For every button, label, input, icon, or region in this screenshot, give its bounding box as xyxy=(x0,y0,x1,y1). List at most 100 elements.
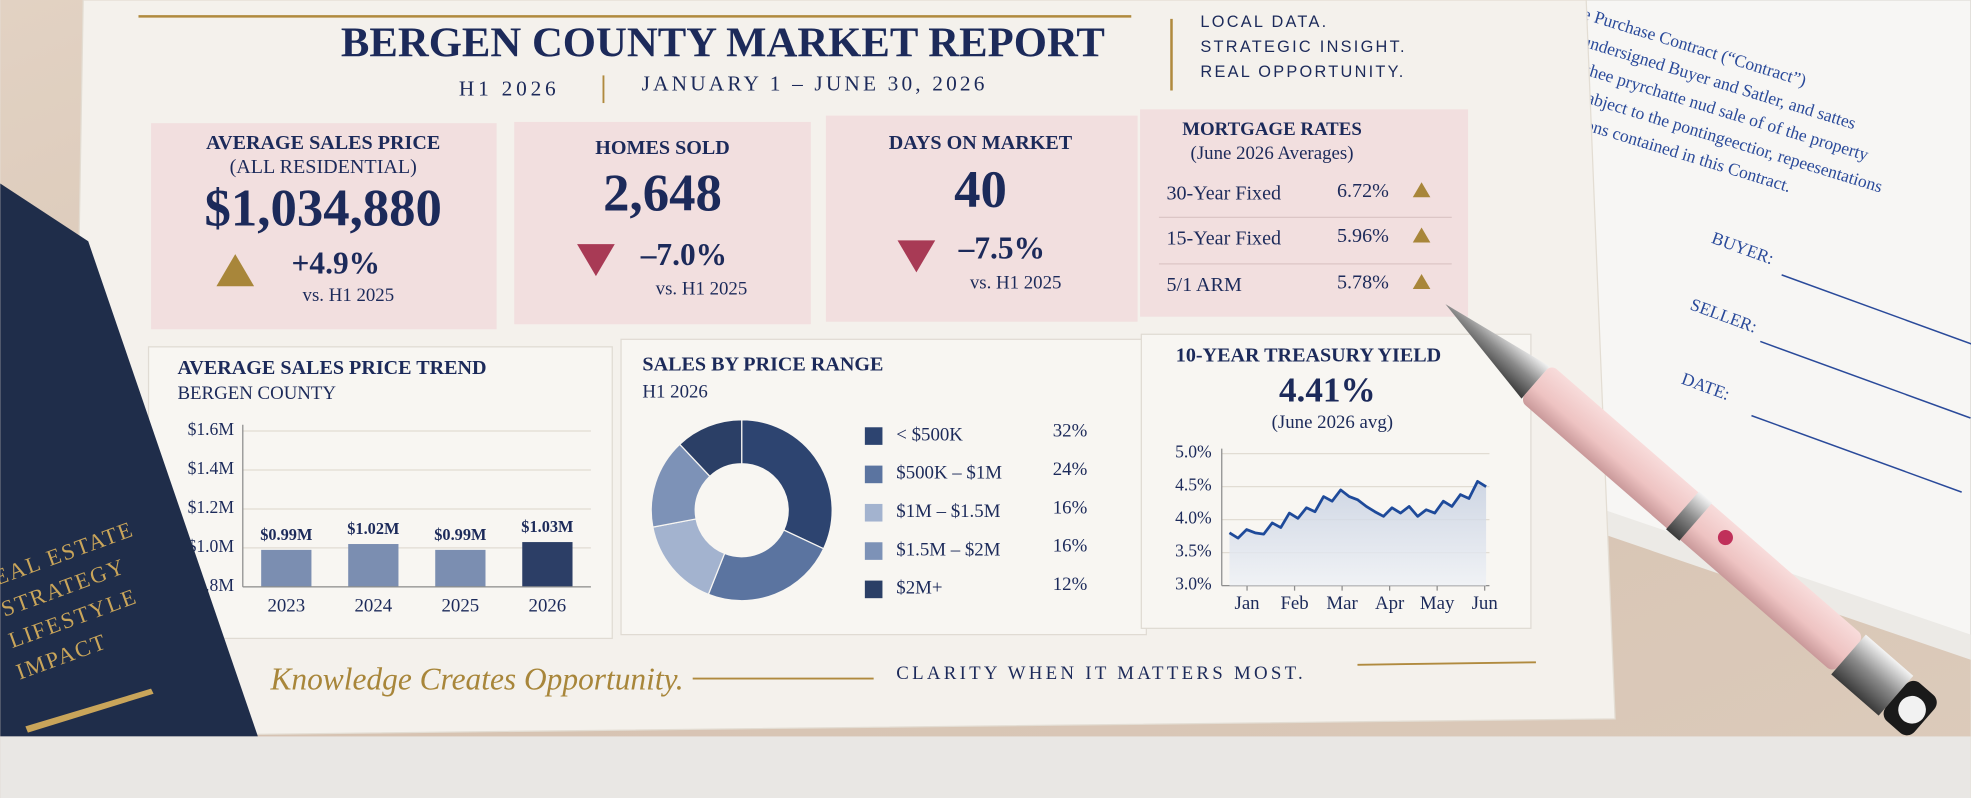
pie-slice xyxy=(741,419,833,550)
kpi-label: AVERAGE SALES PRICE xyxy=(206,132,440,154)
tagline: STRATEGIC INSIGHT. xyxy=(1200,38,1406,56)
x-tick-label: Apr xyxy=(1375,593,1405,614)
legend-value: 16% xyxy=(1053,536,1088,557)
y-tick-label: $1.2M xyxy=(188,497,235,517)
y-tick-label: $1.6M xyxy=(188,419,235,439)
rate-label: 30-Year Fixed xyxy=(1166,182,1281,204)
kpi-value: 2,648 xyxy=(603,165,722,223)
folder-rule xyxy=(25,688,154,733)
rates-card xyxy=(1140,109,1469,317)
chart-subtitle: H1 2026 xyxy=(642,382,707,403)
report-period: H1 2026 xyxy=(459,76,560,100)
pie-slice xyxy=(678,419,743,478)
y-tick-label: 5.0% xyxy=(1175,442,1212,462)
kpi-change: –7.5% xyxy=(958,231,1045,266)
kpi-value: $1,034,880 xyxy=(204,180,441,238)
rates-title: MORTGAGE RATES xyxy=(1182,119,1362,140)
kpi-comparison: vs. H1 2025 xyxy=(303,285,395,306)
legend-swatch xyxy=(864,427,883,445)
x-tick-label: 2023 xyxy=(267,595,305,616)
legend-value: 12% xyxy=(1053,574,1088,595)
rate-value: 6.72% xyxy=(1337,180,1389,202)
rate-value: 5.96% xyxy=(1337,225,1389,247)
y-tick-label: 3.0% xyxy=(1175,574,1212,594)
trend-arrow xyxy=(897,240,936,273)
report-content: BERGEN COUNTY MARKET REPORT H1 2026 JANUAR… xyxy=(177,13,1498,697)
y-tick-label: $1.4M xyxy=(188,458,235,478)
pen-band xyxy=(1666,491,1713,541)
kpi-card xyxy=(825,115,1138,322)
y-tick-label: 4.0% xyxy=(1175,508,1212,528)
trend-arrow xyxy=(1412,227,1431,243)
chart-panel xyxy=(147,346,613,640)
trend-arrow xyxy=(216,254,255,287)
pen-gem xyxy=(1717,529,1733,546)
y-tick-label: $1.0M xyxy=(188,536,235,556)
rates-subtitle: (June 2026 Averages) xyxy=(1191,143,1354,164)
x-tick-label: Jan xyxy=(1234,593,1260,614)
bar xyxy=(348,544,399,587)
footer-motto: Knowledge Creates Opportunity. xyxy=(269,662,683,697)
data-label: $1.03M xyxy=(521,517,573,536)
report-dates: JANUARY 1 – JUNE 30, 2026 xyxy=(642,71,988,95)
kpi-value: 40 xyxy=(954,161,1007,219)
y-tick-label: 4.5% xyxy=(1175,475,1212,495)
x-tick-label: Jun xyxy=(1472,593,1499,614)
bottom-strip xyxy=(0,736,1971,798)
pie-slice xyxy=(707,529,825,602)
trend-arrow xyxy=(1412,182,1431,198)
x-tick-label: 2024 xyxy=(354,595,392,616)
pen-tip xyxy=(1445,304,1550,399)
legend-label: $1.5M – $2M xyxy=(896,539,1000,560)
chart-title: 10-YEAR TREASURY YIELD xyxy=(1176,345,1441,367)
rate-value: 5.78% xyxy=(1337,272,1389,294)
pen xyxy=(1445,304,1937,736)
bar xyxy=(435,549,486,587)
bar xyxy=(261,549,312,587)
line-area xyxy=(1229,481,1487,586)
x-tick-label: Feb xyxy=(1280,593,1308,614)
legend-value: 32% xyxy=(1053,421,1088,442)
data-label: $1.02M xyxy=(347,519,399,538)
legend-swatch xyxy=(864,580,883,599)
rate-label: 5/1 ARM xyxy=(1166,274,1242,296)
data-line xyxy=(1228,479,1487,540)
kpi-card xyxy=(151,123,497,330)
legend-label: $1M – $1.5M xyxy=(896,501,1000,522)
bar xyxy=(522,542,573,587)
kpi-change: –7.0% xyxy=(640,237,727,272)
field-line xyxy=(1751,414,1962,493)
pen-cap xyxy=(1831,634,1914,716)
trend-arrow xyxy=(577,244,615,277)
chart-title: AVERAGE SALES PRICE TREND xyxy=(177,357,486,379)
kpi-label: HOMES SOLD xyxy=(595,137,730,159)
x-tick-label: 2025 xyxy=(442,595,480,616)
legend-label: $500K – $1M xyxy=(896,463,1002,484)
footer-slogan: CLARITY WHEN IT MATTERS MOST. xyxy=(896,663,1306,684)
report-title: BERGEN COUNTY MARKET REPORT xyxy=(341,19,1105,66)
kpi-change: +4.9% xyxy=(292,246,381,281)
tagline: REAL OPPORTUNITY. xyxy=(1200,63,1405,81)
kpi-comparison: vs. H1 2025 xyxy=(970,272,1062,293)
legend-label: < $500K xyxy=(896,424,963,445)
kpi-label: DAYS ON MARKET xyxy=(889,132,1073,154)
pen-emblem xyxy=(1898,695,1926,724)
chart-headline: 4.41% xyxy=(1279,370,1376,409)
tagline: LOCAL DATA. xyxy=(1200,13,1328,31)
footer-rule xyxy=(1357,661,1536,666)
x-tick-label: May xyxy=(1420,593,1455,614)
legend-swatch xyxy=(864,465,883,484)
chart-subtitle: BERGEN COUNTY xyxy=(177,383,336,404)
rate-label: 15-Year Fixed xyxy=(1166,228,1281,250)
x-tick-label: 2026 xyxy=(529,595,567,616)
data-label: $0.99M xyxy=(434,525,486,544)
field-line xyxy=(1781,274,1971,353)
folder xyxy=(0,183,258,737)
field-line xyxy=(1760,340,1971,419)
legend-label: $2M+ xyxy=(896,578,942,599)
legend-value: 24% xyxy=(1053,459,1088,480)
x-tick-label: Mar xyxy=(1326,593,1358,614)
kpi-card xyxy=(514,121,811,325)
legend-swatch xyxy=(864,542,883,560)
